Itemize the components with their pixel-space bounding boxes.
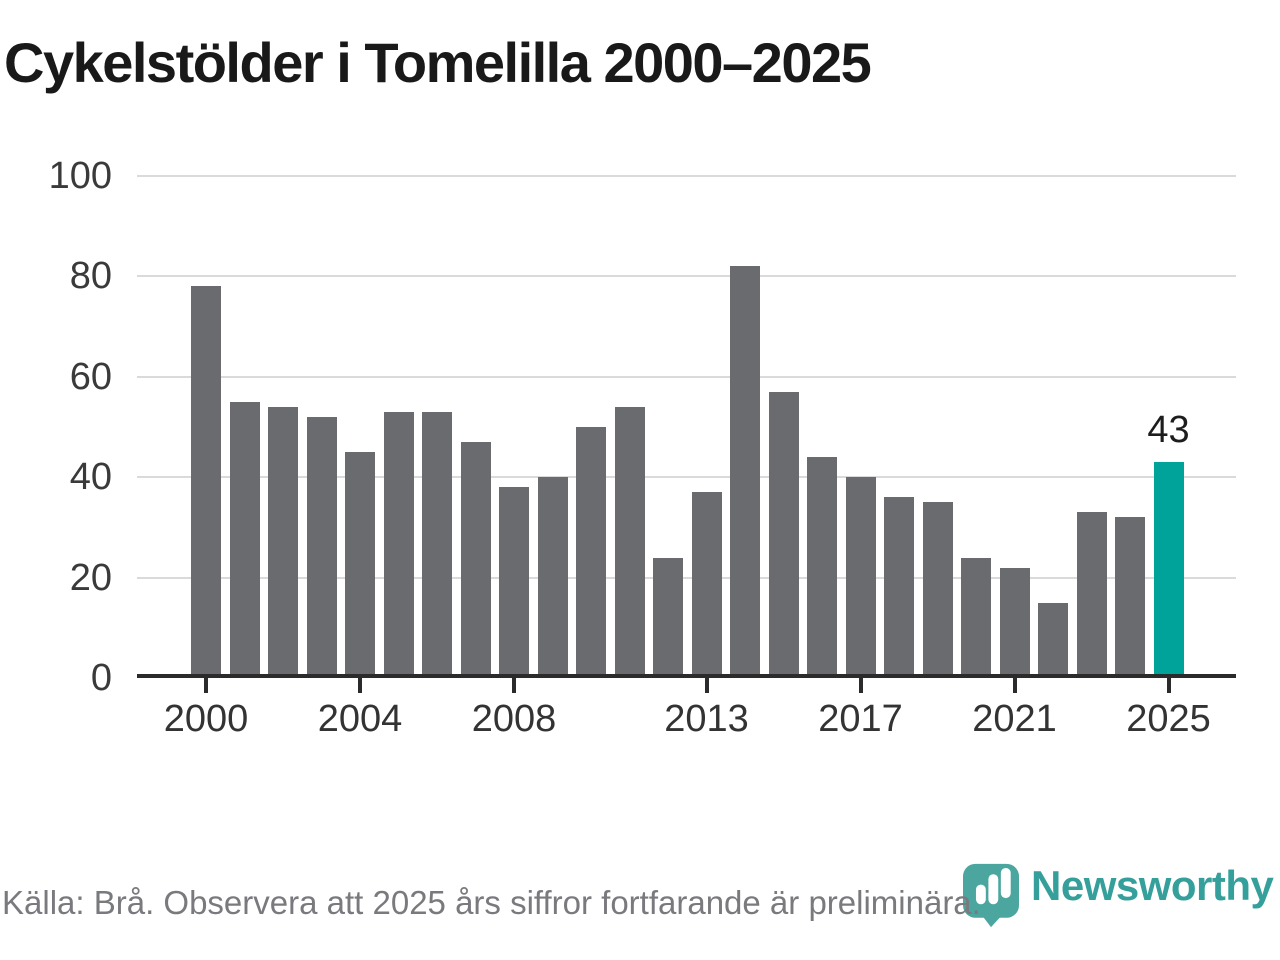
- x-axis-tick-2017: [858, 678, 863, 693]
- y-axis-tick-label: 0: [90, 657, 112, 699]
- bar-2001: [229, 402, 260, 678]
- source-note: Källa: Brå. Observera att 2025 års siffr…: [2, 884, 981, 921]
- bar-2013: [691, 492, 722, 678]
- bar-2007: [460, 442, 491, 678]
- x-axis-tick-2021: [1012, 678, 1017, 693]
- bar-2003: [306, 417, 337, 678]
- y-axis-tick-label: 40: [69, 456, 112, 499]
- x-axis-tick-2013: [704, 678, 709, 693]
- x-axis-line: [137, 674, 1236, 678]
- newsworthy-wordmark: Newsworthy: [1031, 862, 1274, 909]
- x-axis-tick-label: 2021: [972, 698, 1057, 740]
- y-axis-tick-label: 20: [69, 556, 112, 599]
- bar-2021: [999, 568, 1030, 678]
- chart-title: Cykelstölder i Tomelilla 2000–2025: [4, 31, 872, 94]
- y-axis-tick-label: 60: [69, 355, 112, 398]
- bar-2000: [191, 286, 221, 678]
- bar-2017: [845, 477, 876, 678]
- x-axis-tick-2004: [358, 678, 362, 693]
- bar-2020: [961, 558, 991, 678]
- grid-line-20: [137, 576, 1236, 579]
- bar-2018: [884, 497, 914, 678]
- bar-2024: [1115, 517, 1145, 678]
- bar-2004: [345, 452, 375, 678]
- x-axis-tick-2008: [512, 678, 516, 693]
- x-axis-tick-label: 2000: [163, 698, 249, 740]
- bar-2012: [653, 558, 683, 678]
- grid-line-60: [137, 375, 1236, 378]
- x-axis-tick-label: 2025: [1126, 698, 1211, 740]
- bar-2010: [576, 427, 606, 678]
- newsworthy-pin-chart-icon: [963, 863, 1019, 928]
- x-axis-tick-label: 2008: [471, 698, 557, 740]
- bar-2025: [1153, 462, 1184, 678]
- bar-value-label: 43: [1147, 409, 1190, 451]
- bar-2005: [383, 412, 414, 678]
- bar-2022: [1038, 603, 1068, 678]
- bar-2009: [537, 477, 568, 678]
- bar-2008: [499, 487, 529, 678]
- bar-2019: [922, 502, 953, 678]
- bar-2006: [422, 412, 452, 678]
- bar-2011: [614, 407, 645, 678]
- grid-line-100: [137, 175, 1236, 177]
- bar-2016: [807, 457, 837, 678]
- bar-2002: [268, 407, 298, 678]
- y-axis-tick-label: 100: [48, 155, 112, 197]
- bar-2015: [768, 392, 799, 678]
- grid-line-40: [137, 476, 1236, 479]
- x-axis-tick-2025: [1166, 678, 1171, 693]
- x-axis-tick-label: 2017: [818, 698, 903, 740]
- grid-line-80: [137, 275, 1236, 278]
- x-axis-tick-label: 2004: [317, 698, 403, 740]
- bar-2023: [1076, 512, 1107, 678]
- x-axis-tick-2000: [204, 678, 208, 693]
- bar-2014: [730, 266, 760, 678]
- y-axis-tick-label: 80: [69, 255, 112, 298]
- x-axis-tick-label: 2013: [664, 698, 749, 740]
